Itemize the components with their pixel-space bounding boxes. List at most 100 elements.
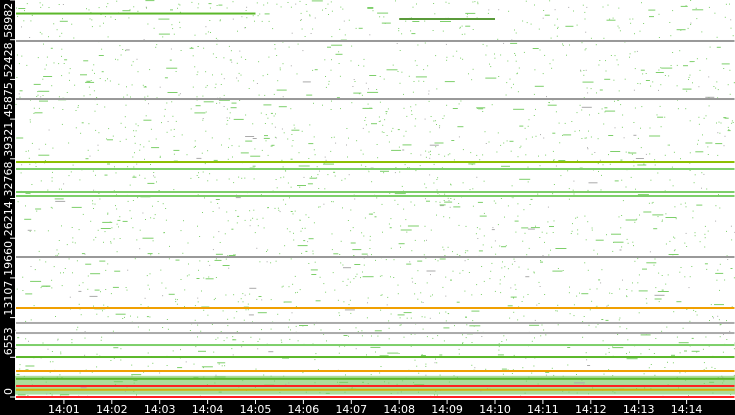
scatter-point (688, 76, 690, 78)
scatter-point (213, 159, 218, 161)
scatter-point (541, 231, 543, 233)
scatter-point (456, 50, 458, 52)
scatter-point (556, 18, 558, 20)
port-lines (16, 12, 735, 398)
scatter-point (441, 167, 443, 169)
scatter-point (332, 201, 334, 203)
scatter-point (116, 0, 118, 2)
scatter-point (238, 386, 240, 388)
scatter-point (721, 63, 730, 65)
scatter-point (389, 192, 391, 194)
scatter-point (435, 201, 437, 203)
scatter-point (91, 69, 93, 71)
scatter-point (71, 23, 73, 25)
scatter-point (583, 74, 585, 76)
scatter-point (598, 112, 600, 114)
scatter-point (94, 203, 96, 205)
scatter-point (486, 45, 488, 47)
scatter-point (445, 311, 447, 313)
scatter-point (113, 347, 119, 349)
scatter-point (270, 262, 272, 264)
scatter-point (297, 43, 299, 45)
scatter-point (705, 115, 707, 117)
scatter-point (599, 60, 601, 61)
scatter-point (112, 330, 114, 332)
scatter-point (179, 4, 181, 6)
scatter-point (227, 318, 229, 320)
scatter-point (97, 229, 99, 231)
scatter-point (148, 103, 149, 105)
scatter-point (136, 58, 138, 60)
scatter-point (633, 134, 637, 136)
scatter-point (276, 89, 287, 91)
scatter-point (261, 329, 262, 331)
scatter-point (250, 336, 252, 338)
scatter-point (93, 305, 94, 307)
scatter-point (511, 373, 513, 374)
scatter-point (500, 144, 502, 146)
scatter-point (709, 46, 711, 48)
scatter-point (263, 227, 265, 229)
scatter-point (368, 88, 369, 90)
scatter-point (304, 227, 306, 229)
scatter-point (658, 272, 660, 274)
scatter-point (533, 115, 535, 116)
scatter-point (16, 137, 24, 139)
scatter-point (402, 144, 412, 146)
scatter-point (670, 35, 672, 37)
scatter-point (579, 104, 581, 106)
scatter-point (233, 118, 244, 120)
scatter-point (685, 232, 687, 234)
scatter-point (279, 392, 281, 393)
scatter-point (93, 64, 95, 66)
scatter-point (694, 174, 696, 176)
scatter-point (227, 325, 229, 327)
scatter-point (263, 4, 265, 6)
scatter-point (381, 131, 383, 133)
scatter-point (703, 369, 705, 371)
scatter-point (259, 13, 261, 15)
scatter-point (530, 198, 533, 200)
scatter-point (617, 25, 619, 27)
scatter-point (249, 293, 251, 295)
scatter-point (622, 279, 623, 281)
scatter-point (371, 254, 372, 256)
scatter-point (701, 187, 702, 189)
scatter-point (296, 291, 298, 293)
scatter-point (491, 104, 493, 106)
scatter-point (657, 116, 664, 118)
scatter-point (576, 295, 578, 297)
scatter-point (717, 315, 719, 317)
scatter-point (317, 369, 319, 371)
scatter-point (126, 386, 128, 388)
scatter-point (424, 225, 426, 227)
scatter-point (517, 203, 519, 205)
scatter-point (669, 240, 671, 242)
scatter-point (225, 258, 227, 260)
scatter-point (270, 328, 272, 330)
scatter-point (35, 208, 42, 210)
scatter-point (197, 7, 199, 9)
scatter-point (484, 131, 486, 133)
scatter-point (114, 270, 121, 272)
scatter-point (104, 174, 108, 176)
scatter-point (445, 1, 447, 3)
scatter-point (99, 198, 101, 200)
scatter-point (437, 335, 439, 337)
scatter-point (212, 249, 214, 251)
scatter-point (591, 227, 593, 229)
scatter-point (218, 363, 220, 365)
scatter-point (242, 380, 244, 382)
scatter-point (29, 121, 31, 123)
scatter-point (127, 269, 129, 271)
scatter-point (173, 189, 175, 191)
scatter-point (90, 273, 101, 275)
scatter-point (59, 20, 68, 22)
scatter-point (281, 286, 283, 288)
scatter-point (469, 189, 471, 191)
scatter-point (280, 6, 282, 8)
scatter-point (343, 20, 345, 22)
scatter-point (583, 97, 585, 99)
scatter-point (93, 90, 95, 92)
scatter-point (678, 387, 679, 389)
